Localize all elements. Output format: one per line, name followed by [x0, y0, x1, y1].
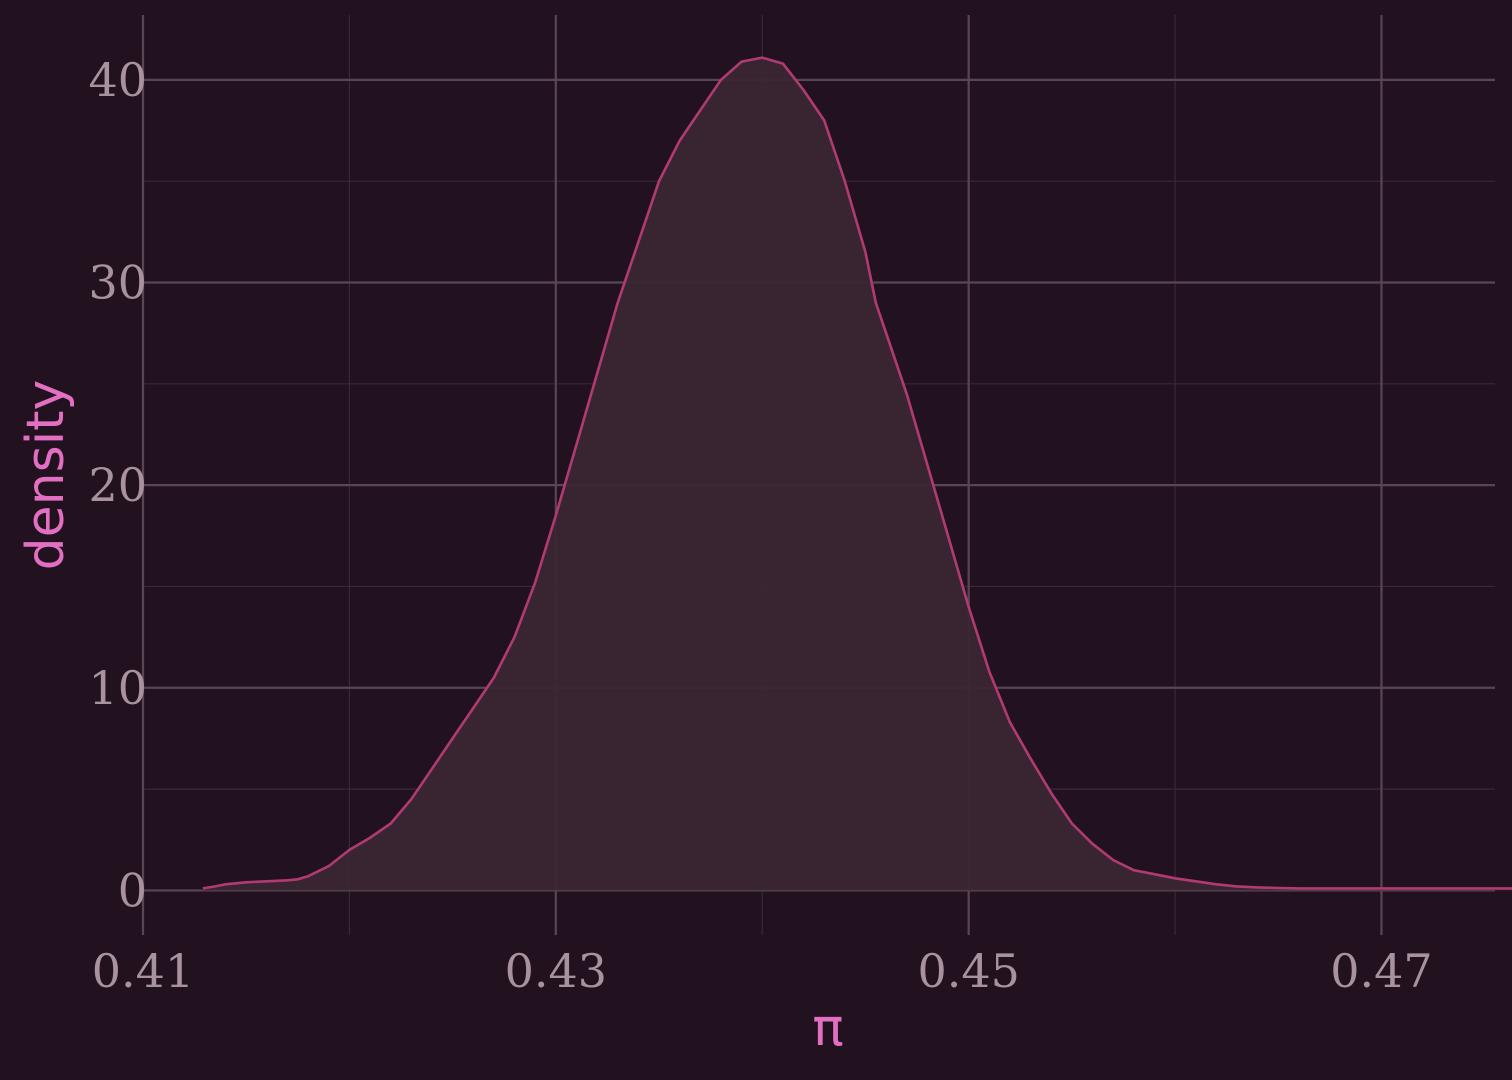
density-area [202, 57, 1512, 891]
x-axis-title: π [812, 998, 843, 1058]
y-tick-label: 0 [118, 863, 147, 917]
y-tick-label: 30 [88, 255, 147, 309]
y-tick-label: 10 [88, 661, 147, 715]
y-tick-label: 40 [88, 53, 147, 107]
x-tick-label: 0.41 [92, 944, 194, 998]
y-axis-title: density [16, 380, 76, 571]
x-tick-label: 0.45 [917, 944, 1019, 998]
x-tick-label: 0.47 [1330, 944, 1432, 998]
y-tick-label: 20 [88, 458, 147, 512]
y-tick-labels: 0 10 20 30 40 [88, 53, 147, 918]
x-tick-label: 0.43 [505, 944, 607, 998]
density-curve [202, 56, 1512, 890]
x-tick-labels: 0.41 0.43 0.45 0.47 [92, 944, 1433, 998]
